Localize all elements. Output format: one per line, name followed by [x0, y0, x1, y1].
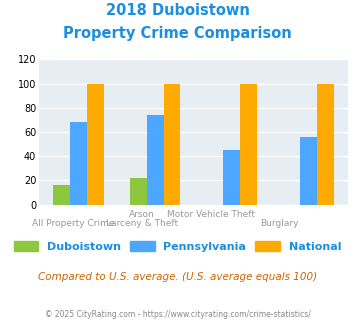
Text: © 2025 CityRating.com - https://www.cityrating.com/crime-statistics/: © 2025 CityRating.com - https://www.city… — [45, 310, 310, 319]
Bar — [70, 122, 87, 205]
Bar — [223, 150, 240, 205]
Bar — [53, 185, 70, 205]
Bar — [240, 83, 257, 205]
Legend: Duboistown, Pennsylvania, National: Duboistown, Pennsylvania, National — [10, 237, 345, 256]
Text: Compared to U.S. average. (U.S. average equals 100): Compared to U.S. average. (U.S. average … — [38, 272, 317, 282]
Text: Property Crime Comparison: Property Crime Comparison — [63, 26, 292, 41]
Bar — [87, 83, 104, 205]
Bar — [317, 83, 334, 205]
Text: 2018 Duboistown: 2018 Duboistown — [105, 3, 250, 18]
Bar — [130, 178, 147, 205]
Text: Motor Vehicle Theft: Motor Vehicle Theft — [166, 210, 255, 218]
Bar — [300, 137, 317, 205]
Bar — [164, 83, 180, 205]
Text: Larceny & Theft: Larceny & Theft — [106, 219, 178, 228]
Text: All Property Crime: All Property Crime — [32, 219, 115, 228]
Text: Arson: Arson — [129, 210, 155, 218]
Bar — [147, 115, 164, 205]
Text: Burglary: Burglary — [260, 219, 299, 228]
